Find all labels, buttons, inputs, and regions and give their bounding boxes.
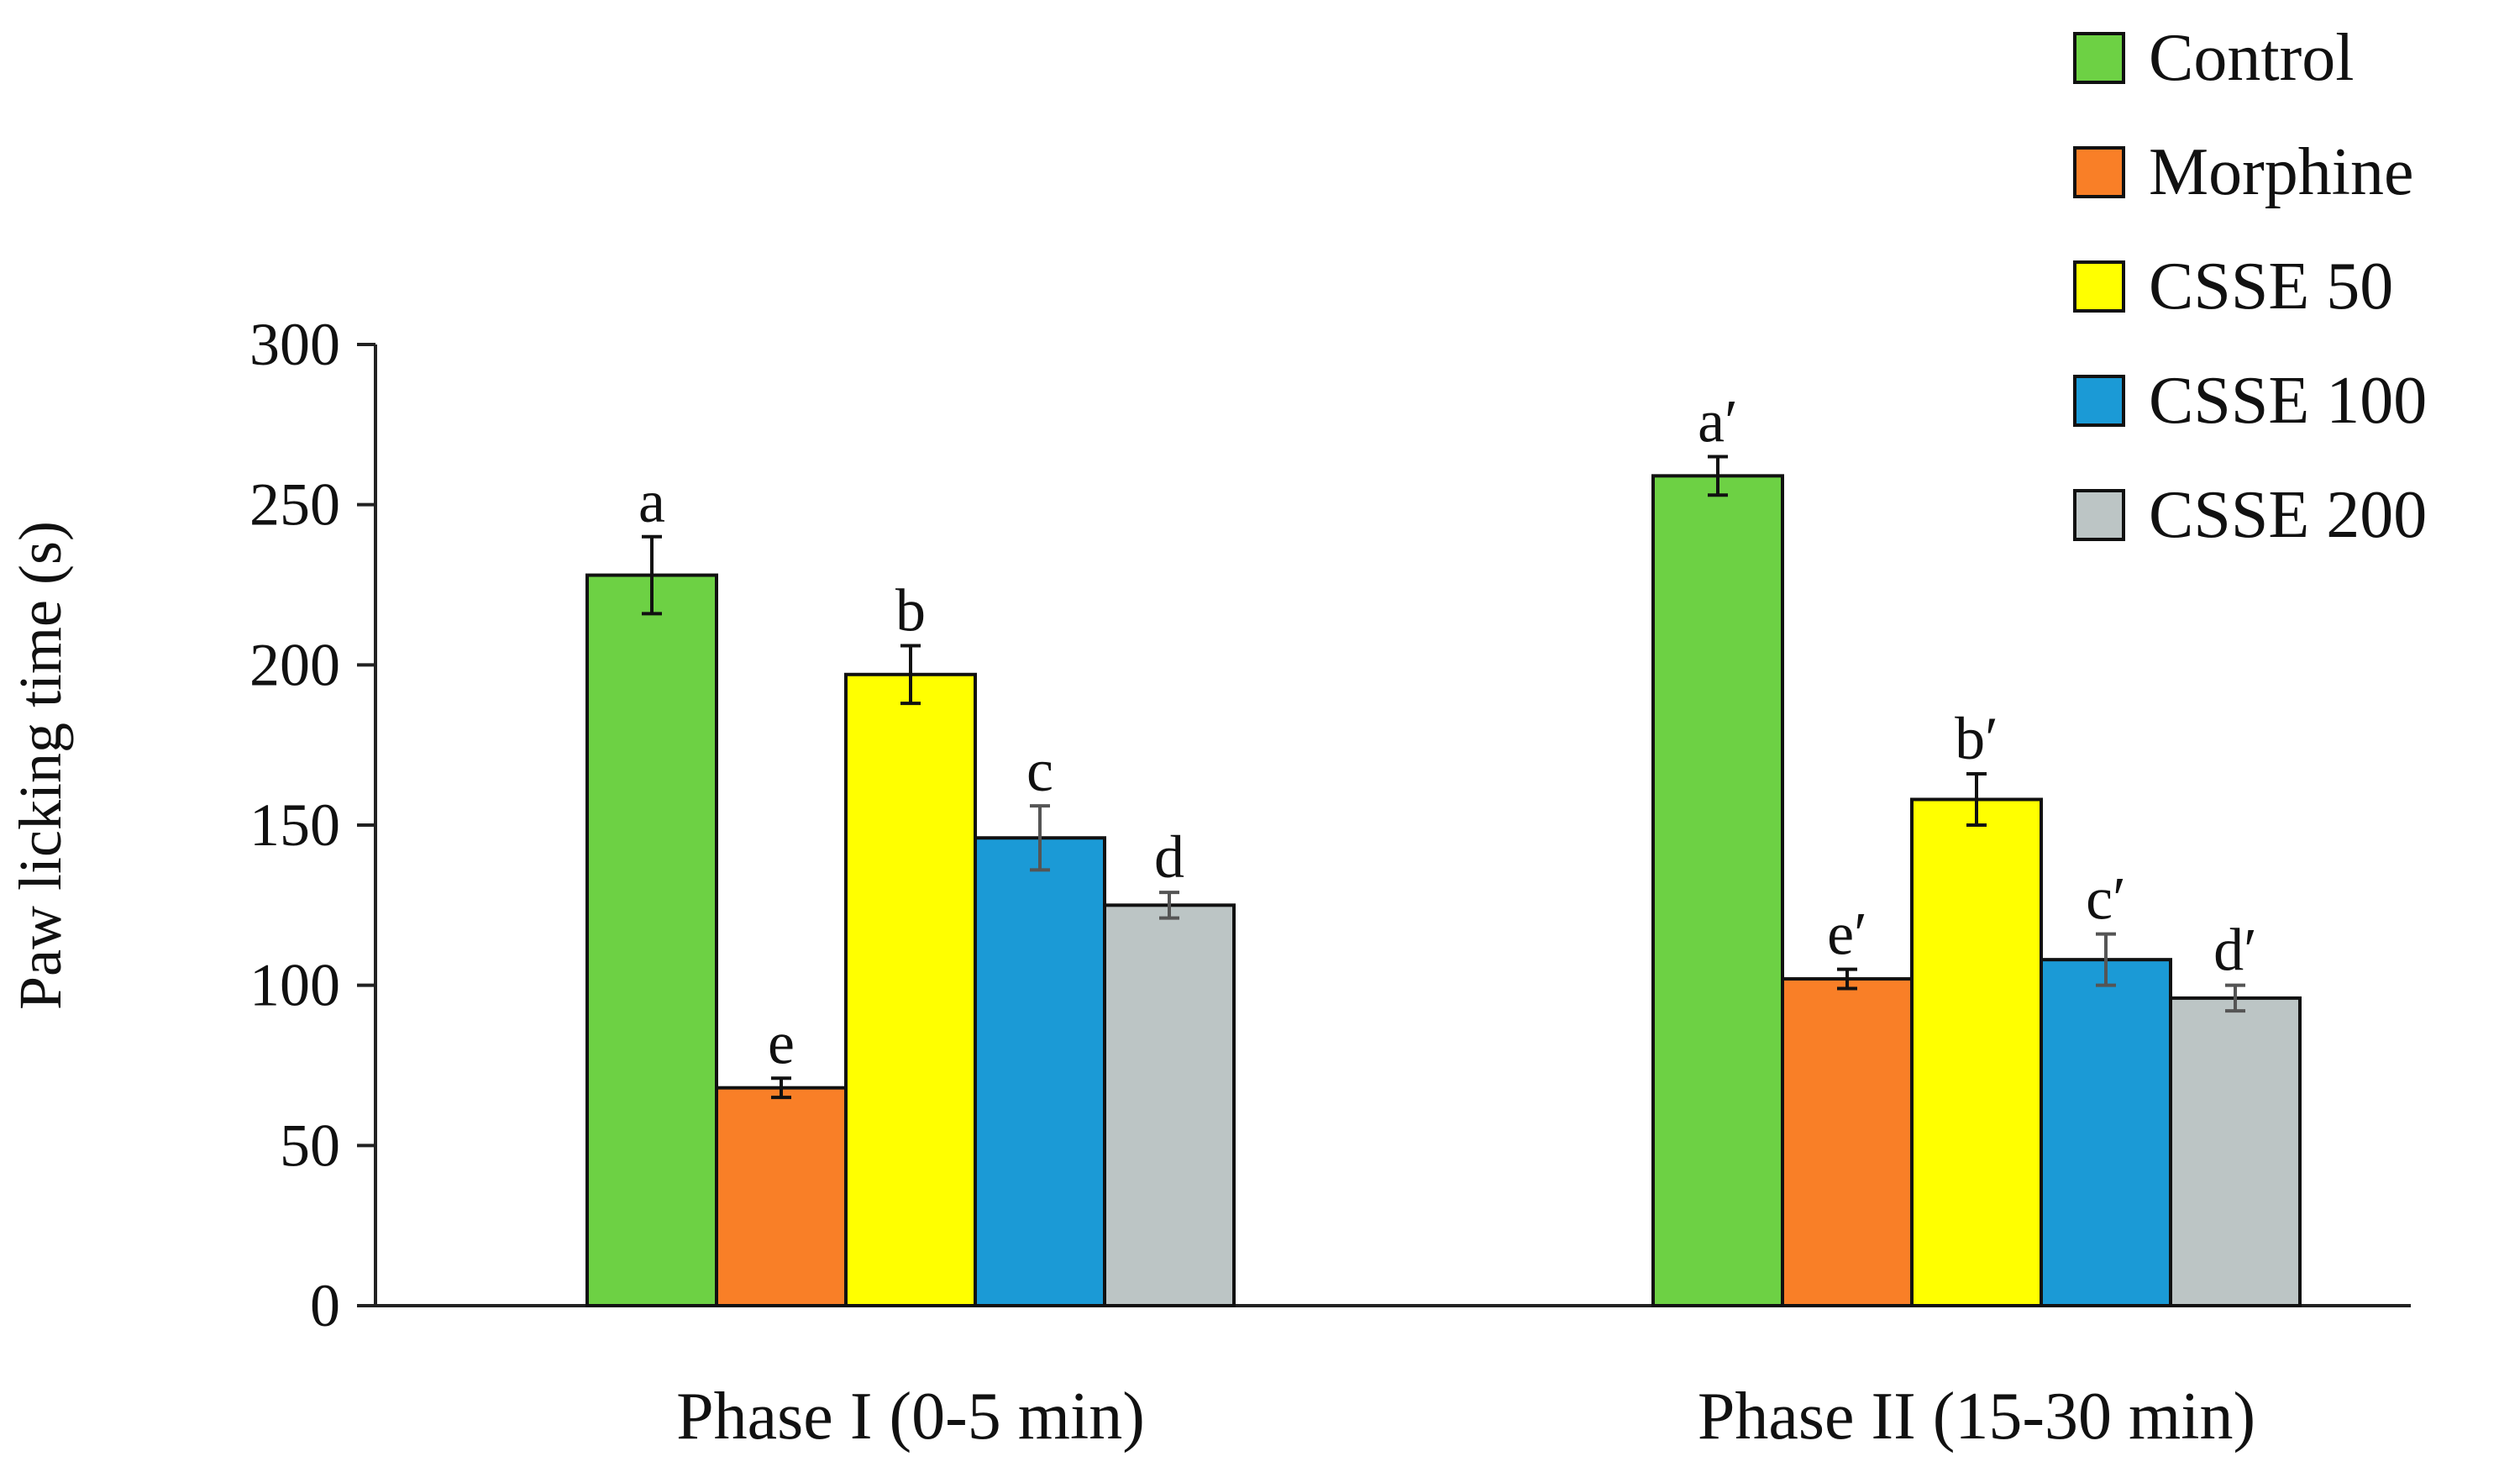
legend-swatch xyxy=(2073,489,2125,541)
bar xyxy=(1651,474,1784,1307)
bar xyxy=(974,836,1106,1307)
bar xyxy=(1910,797,2043,1307)
y-tick-label: 50 xyxy=(280,1112,340,1179)
significance-label: e′ xyxy=(1827,901,1867,968)
bar xyxy=(2169,996,2302,1308)
y-tick-label: 0 xyxy=(310,1272,340,1339)
bar xyxy=(844,672,977,1307)
legend-label: Morphine xyxy=(2149,135,2414,209)
y-tick-label: 150 xyxy=(249,791,340,859)
y-axis-label: Paw licking time (s) xyxy=(7,521,74,1010)
significance-label: e xyxy=(768,1009,795,1076)
legend-swatch xyxy=(2073,375,2125,427)
legend-swatch xyxy=(2073,32,2125,84)
significance-label: a′ xyxy=(1698,387,1738,455)
bar xyxy=(1781,977,1914,1308)
legend: Control Morphine CSSE 50 CSSE 100 CSSE 200 xyxy=(2073,21,2427,552)
bar xyxy=(715,1086,848,1308)
bar xyxy=(585,573,718,1307)
x-category-label: Phase II (15-30 min) xyxy=(1698,1380,2255,1454)
significance-label: c xyxy=(1026,737,1053,804)
significance-label: d′ xyxy=(2213,917,2257,984)
axes: 0 50 100 150 200 250 300 Phase I (0-5 min) Phase… xyxy=(249,311,2411,1454)
bar xyxy=(2040,958,2172,1308)
legend-label: Control xyxy=(2149,21,2354,95)
x-category-label: Phase I (0-5 min) xyxy=(676,1380,1145,1454)
legend-swatch xyxy=(2073,260,2125,313)
y-tick-label: 100 xyxy=(249,952,340,1019)
bars: a e b c d a′ e′ b′ c′ d′ xyxy=(585,387,2302,1308)
bar xyxy=(1103,903,1236,1308)
legend-swatch xyxy=(2073,146,2125,198)
y-tick-label: 250 xyxy=(249,471,340,539)
legend-label: CSSE 100 xyxy=(2149,364,2427,438)
significance-label: c′ xyxy=(2086,865,2126,933)
significance-label: b′ xyxy=(1955,705,1998,772)
significance-label: a xyxy=(638,468,665,535)
y-tick-label: 300 xyxy=(249,311,340,378)
significance-label: d xyxy=(1154,823,1184,891)
y-tick-label: 200 xyxy=(249,631,340,698)
legend-label: CSSE 50 xyxy=(2149,250,2393,323)
significance-label: b xyxy=(895,576,926,644)
legend-label: CSSE 200 xyxy=(2149,478,2427,552)
